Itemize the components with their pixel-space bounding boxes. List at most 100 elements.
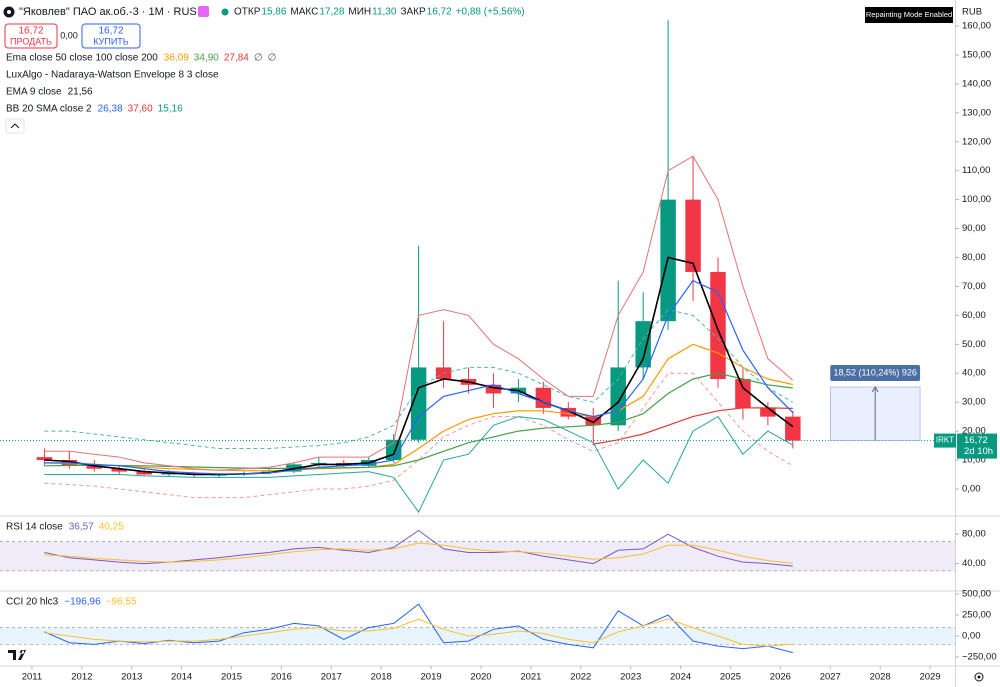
indicator-line — [44, 603, 793, 654]
candle-body — [111, 468, 127, 472]
legend-value: 26,38 — [98, 104, 123, 115]
x-tick-label: 2016 — [271, 672, 292, 683]
candle-body — [610, 367, 626, 426]
y-tick-label: 90,00 — [962, 223, 986, 234]
indicator-line — [44, 415, 794, 514]
candle-body — [560, 407, 577, 417]
countdown: 2d 10h — [964, 446, 993, 457]
band-fill — [0, 627, 955, 645]
x-tick-label: 2017 — [321, 672, 342, 683]
legend-label: RSI 14 close — [6, 522, 63, 533]
y-tick-label: 500,00 — [962, 589, 991, 600]
candle-body — [36, 457, 53, 461]
sell-button[interactable] — [4, 23, 58, 49]
y-tick-label: 80,00 — [962, 252, 986, 263]
legend-value: 36,09 — [164, 53, 189, 64]
y-tick-label: 40,00 — [962, 368, 986, 379]
ohlc-label: МИН — [348, 7, 371, 18]
legend-value: −96,55 — [106, 597, 137, 608]
market-status — [221, 8, 229, 16]
y-tick-label: 50,00 — [962, 339, 986, 350]
y-tick-label: 30,00 — [962, 397, 986, 408]
legend-label: Ema close 50 close 100 close 200 — [6, 53, 158, 64]
legend-value: ∅ — [268, 53, 277, 64]
symbol-logo-inner — [7, 10, 11, 14]
ohlc-label: МАКС — [290, 7, 318, 18]
ohlc-value: 17,28 — [319, 7, 344, 18]
x-tick-label: 2014 — [171, 672, 192, 683]
candle-body — [136, 471, 152, 475]
candle-body — [485, 384, 502, 394]
x-tick-label: 2027 — [820, 672, 841, 683]
indicator-line — [44, 343, 793, 472]
ohlc-label: ОТКР — [234, 7, 261, 18]
price-change: +0,88 (+5,56%) — [456, 7, 525, 18]
y-tick-label: 0,00 — [962, 483, 981, 494]
candle-body — [735, 379, 751, 408]
x-tick-label: 2029 — [919, 672, 940, 683]
y-tick-label: 110,00 — [962, 165, 990, 176]
x-tick-label: 2026 — [770, 672, 791, 683]
legend-value: 36,57 — [69, 522, 94, 533]
measure-label-bg — [830, 365, 921, 382]
y-tick-label: 10,00 — [962, 455, 986, 466]
legend-value: −196,96 — [64, 597, 101, 608]
price-pane: 18,52 (110,24%) 926 — [0, 20, 955, 514]
y-tick-label: 70,00 — [962, 281, 986, 292]
candle-body — [785, 416, 801, 441]
y-tick-label: 250,00 — [962, 610, 991, 621]
ticker-label: IRKT — [936, 436, 954, 445]
y-tick-label: 60,00 — [962, 310, 986, 321]
legend-value: 40,25 — [99, 522, 124, 533]
y-tick-label: 130,00 — [962, 107, 991, 118]
symbol-title[interactable]: "Яковлев" ПАО ак.об.-3 · 1М · RUS — [19, 6, 197, 18]
x-tick-label: 2019 — [421, 672, 442, 683]
ohlc-label: ЗАКР — [400, 7, 426, 18]
cci-pane — [0, 603, 955, 654]
y-tick-label: −250,00 — [962, 652, 997, 663]
candle-body — [585, 416, 601, 426]
x-tick-label: 2022 — [570, 672, 591, 683]
legend-label: EMA 9 close — [6, 87, 62, 98]
settings-icon[interactable] — [974, 672, 984, 682]
candle-body — [535, 387, 552, 408]
legend-value: 34,90 — [194, 53, 219, 64]
indicator-line — [593, 407, 793, 445]
spread: 0,00 — [60, 30, 78, 40]
ohlc-value: 11,30 — [372, 7, 397, 18]
symbol-flag — [198, 6, 209, 17]
x-tick-label: 2021 — [520, 672, 541, 683]
candle-body — [710, 271, 726, 380]
currency[interactable]: RUB — [962, 7, 982, 18]
measure-label: 18,52 (110,24%) 926 — [833, 367, 916, 377]
ohlc-value: 16,72 — [427, 7, 452, 18]
x-tick-label: 2024 — [670, 672, 691, 683]
candle-body — [760, 407, 776, 417]
x-tick-label: 2015 — [221, 672, 242, 683]
legend-label: LuxAlgo - Nadaraya-Watson Envelope 8 3 c… — [6, 70, 219, 81]
y-tick-label: 160,00 — [962, 21, 991, 32]
collapse-legend[interactable] — [5, 118, 25, 134]
legend-value: 15,16 — [158, 104, 183, 115]
band-fill — [0, 541, 955, 571]
settings-icon-dot — [977, 675, 981, 679]
x-tick-label: 2028 — [870, 672, 891, 683]
x-tick-label: 2025 — [720, 672, 741, 683]
buy-button[interactable] — [81, 23, 141, 49]
indicator-line — [44, 372, 793, 469]
candle-body — [685, 199, 701, 272]
y-tick-label: 150,00 — [962, 49, 991, 60]
y-tick-label: 40,00 — [962, 558, 986, 569]
indicator-line — [44, 279, 794, 475]
sell-price: 16,72 — [18, 26, 43, 37]
legend-value: ∅ — [254, 53, 263, 64]
x-tick-label: 2012 — [71, 672, 92, 683]
legend-value: 21,56 — [68, 87, 93, 98]
y-tick-label: 0,00 — [962, 631, 981, 642]
price-tag-label: 16,72 — [964, 435, 988, 446]
candle-body — [635, 321, 651, 368]
buy-price: 16,72 — [98, 26, 123, 37]
y-tick-label: 80,00 — [962, 529, 986, 540]
sell-label: ПРОДАТЬ — [10, 36, 52, 46]
